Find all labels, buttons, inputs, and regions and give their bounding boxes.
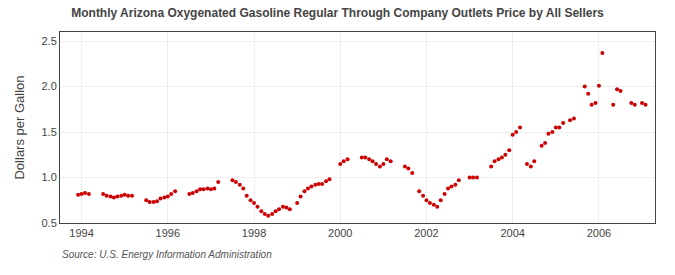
svg-text:Source: U.S. Energy Informatio: Source: U.S. Energy Information Administ… bbox=[62, 249, 272, 260]
svg-text:0.5: 0.5 bbox=[42, 217, 57, 229]
svg-text:2002: 2002 bbox=[414, 227, 438, 239]
svg-text:2000: 2000 bbox=[328, 227, 352, 239]
svg-text:1994: 1994 bbox=[69, 227, 93, 239]
svg-text:Monthly Arizona Oxygenated Gas: Monthly Arizona Oxygenated Gasoline Regu… bbox=[71, 6, 604, 20]
svg-text:Dollars per Gallon: Dollars per Gallon bbox=[12, 75, 27, 179]
svg-text:2.5: 2.5 bbox=[42, 35, 57, 47]
svg-text:2006: 2006 bbox=[587, 227, 611, 239]
svg-text:1998: 1998 bbox=[242, 227, 266, 239]
svg-text:2004: 2004 bbox=[500, 227, 524, 239]
svg-text:1.5: 1.5 bbox=[42, 126, 57, 138]
svg-text:1.0: 1.0 bbox=[42, 171, 57, 183]
svg-text:2.0: 2.0 bbox=[42, 80, 57, 92]
svg-text:1996: 1996 bbox=[156, 227, 180, 239]
